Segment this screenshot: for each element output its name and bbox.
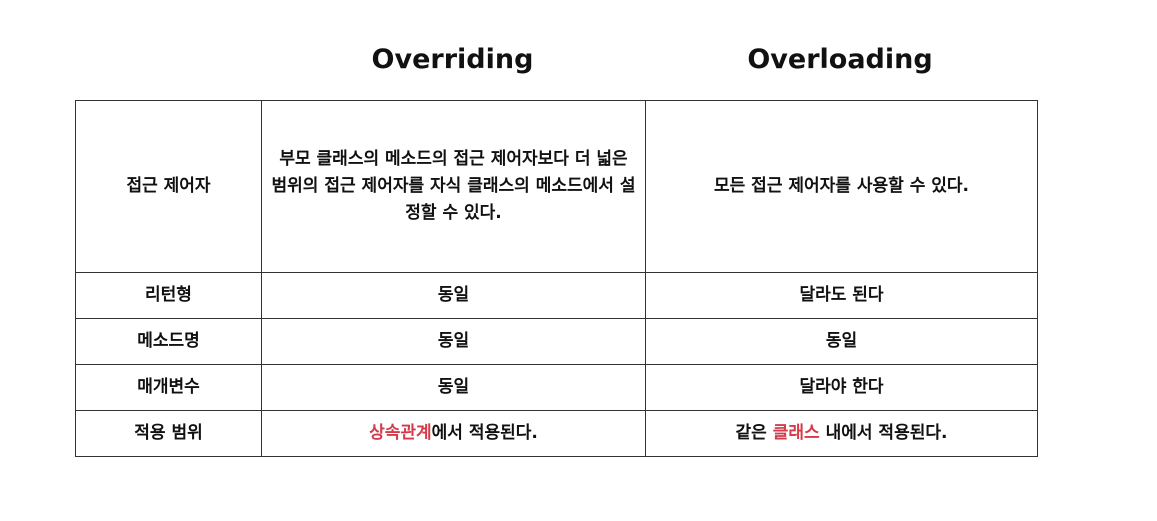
cell-text: 에서 적용된다.: [431, 422, 538, 443]
cell-overloading: 같은 클래스 내에서 적용된다.: [645, 410, 1038, 457]
cell-overriding: 상속관계에서 적용된다.: [261, 410, 646, 457]
cell-overloading: 달라야 한다: [645, 364, 1038, 411]
cell-overloading: 모든 접근 제어자를 사용할 수 있다.: [645, 100, 1038, 273]
highlight-text: 상속관계: [369, 422, 432, 443]
column-header-overloading: Overloading: [747, 44, 933, 75]
table-row-method-name: 메소드명 동일 동일: [75, 318, 1038, 365]
table-row-scope: 적용 범위 상속관계에서 적용된다. 같은 클래스 내에서 적용된다.: [75, 410, 1038, 457]
highlight-text: 클래스: [772, 422, 820, 443]
column-header-overriding: Overriding: [371, 44, 534, 75]
table-row-parameters: 매개변수 동일 달라야 한다: [75, 364, 1038, 411]
table-row-return-type: 리턴형 동일 달라도 된다: [75, 272, 1038, 319]
cell-text: 같은: [735, 422, 773, 443]
cell-text: 내에서 적용된다.: [819, 422, 948, 443]
row-label: 메소드명: [75, 318, 262, 365]
cell-overriding: 부모 클래스의 메소드의 접근 제어자보다 더 넓은 범위의 접근 제어자를 자…: [261, 100, 646, 273]
row-label: 매개변수: [75, 364, 262, 411]
cell-overloading: 동일: [645, 318, 1038, 365]
cell-overloading: 달라도 된다: [645, 272, 1038, 319]
cell-overriding: 동일: [261, 364, 646, 411]
comparison-table: 접근 제어자 부모 클래스의 메소드의 접근 제어자보다 더 넓은 범위의 접근…: [75, 100, 1038, 457]
cell-overriding: 동일: [261, 318, 646, 365]
table-row-access-modifier: 접근 제어자 부모 클래스의 메소드의 접근 제어자보다 더 넓은 범위의 접근…: [75, 100, 1038, 273]
row-label: 적용 범위: [75, 410, 262, 457]
cell-overriding: 동일: [261, 272, 646, 319]
row-label: 접근 제어자: [75, 100, 262, 273]
row-label: 리턴형: [75, 272, 262, 319]
